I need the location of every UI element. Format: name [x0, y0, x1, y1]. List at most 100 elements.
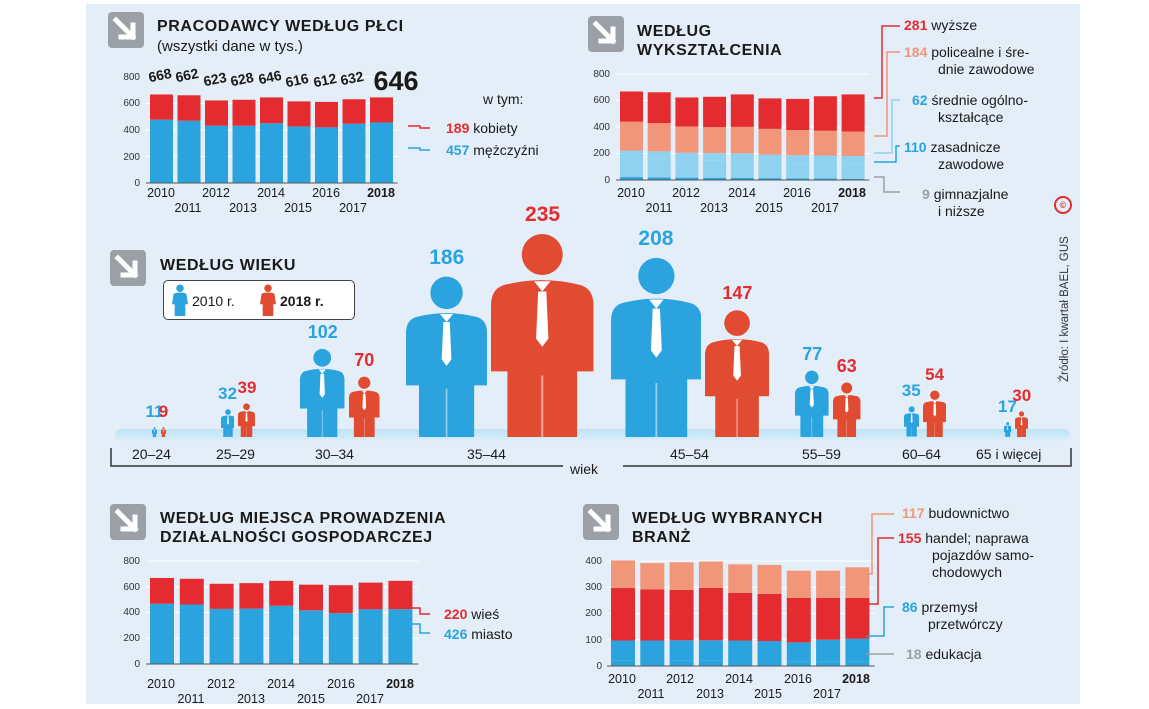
value-2010-label: 102: [307, 322, 338, 343]
bar-segment-wieś: [179, 578, 204, 605]
branch-legend-item: 155 handel; naprawa pojazdów samo-chodowy…: [898, 530, 1034, 581]
education-legend-item: 281 wyższe: [904, 17, 977, 34]
legend-label: przemysł: [921, 599, 978, 615]
bar-segment-gimnazjalne-i-niższe: [841, 178, 865, 180]
y-tick-label: 200: [593, 148, 610, 159]
bar-segment-budownictwo: [786, 570, 811, 598]
bar-segment-handel-naprawa-pojazdów-samochodowych: [845, 598, 870, 639]
value-2010-label: 186: [429, 245, 465, 269]
bar-segment-przemysł-przetwórczy: [786, 642, 811, 662]
bar-segment-zasadnicze-zawodowe: [703, 160, 727, 178]
age-group-label: 60–64: [902, 446, 941, 462]
bar-segment-średnie-ogólnokształcące: [841, 156, 865, 165]
bar-segment-zasadnicze-zawodowe: [620, 157, 643, 178]
bar-segment-edukacja: [640, 660, 665, 666]
year-label: 2010: [147, 677, 175, 691]
branch-title: WEDŁUG WYBRANYCH BRANŻ: [632, 509, 823, 547]
bar-segment-zasadnicze-zawodowe: [813, 163, 837, 179]
legend-label: kobiety: [473, 120, 518, 136]
total-label: 668: [147, 65, 173, 86]
bar-segment-przemysł-przetwórczy: [640, 640, 665, 661]
bar-segment-gimnazjalne-i-niższe: [675, 177, 699, 180]
education-legend-item: 62 średnie ogólno-kształcące: [912, 92, 1028, 126]
year-label: 2012: [672, 186, 700, 200]
bar-segment-wieś: [209, 583, 234, 609]
year-label: 2017: [339, 201, 367, 215]
bar-segment-przemysł-przetwórczy: [757, 641, 782, 662]
legend-label: dnie zawodowe: [938, 61, 1035, 77]
y-tick-label: 0: [134, 178, 140, 189]
year-label: 2011: [178, 692, 205, 706]
copyright-icon: ©: [1054, 196, 1072, 214]
legend-label: budownictwo: [928, 505, 1010, 521]
bar-segment-edukacja: [728, 661, 753, 666]
gender-subtitle: (wszystki dane w tys.): [157, 38, 303, 55]
total-label: 646: [257, 67, 283, 88]
bar-segment-wieś: [150, 577, 174, 604]
bar-segment-mężczyźni: [370, 122, 393, 183]
year-label: 2013: [700, 201, 728, 215]
bar-segment-edukacja: [786, 661, 811, 666]
year-label: 2016: [783, 186, 811, 200]
year-label: 2014: [257, 186, 285, 200]
age-group-label: 20–24: [132, 446, 171, 462]
bar-segment-średnie-ogólnokształcące: [786, 155, 810, 164]
bar-segment-miasto: [150, 603, 174, 664]
bar-segment-handel-naprawa-pojazdów-samochodowych: [611, 588, 635, 641]
bar-segment-średnie-ogólnokształcące: [813, 155, 837, 164]
bar-segment-średnie-ogólnokształcące: [703, 153, 727, 161]
year-label: 2010: [147, 186, 175, 200]
y-tick-label: 200: [123, 633, 140, 644]
branch-chart: 0 100 200 300 400 2010 2011 2012 2013 20…: [585, 556, 875, 701]
year-label: 2014: [267, 677, 295, 691]
bar-segment-średnie-ogólnokształcące: [647, 151, 671, 159]
bar-segment-policealne-i-średnie-zawodowe: [758, 128, 782, 155]
bar-segment-edukacja: [669, 660, 694, 666]
gender-legend-item: 189 kobiety: [446, 120, 518, 137]
bar-segment-kobiety: [315, 101, 338, 128]
year-label: 2017: [811, 201, 839, 215]
bar-segment-gimnazjalne-i-niższe: [620, 177, 643, 180]
place-legend-item: 220 wieś: [444, 606, 499, 623]
bar-segment-mężczyźni: [205, 125, 228, 183]
bar-segment-średnie-ogólnokształcące: [620, 150, 643, 158]
bar-segment-wieś: [239, 583, 264, 609]
legend-value: 18: [906, 646, 922, 662]
branch-legend-item: 117 budownictwo: [902, 505, 1009, 522]
education-legend-connector: [874, 25, 900, 193]
gender-title: PRACODAWCY WEDŁUG PŁCI: [157, 18, 404, 35]
value-2018-label: 30: [1012, 385, 1032, 405]
person-2010-icon: [406, 276, 488, 437]
year-label: 2011: [175, 201, 202, 215]
legend-label: miasto: [471, 626, 513, 642]
bar-segment-budownictwo: [669, 562, 694, 590]
bar-segment-zasadnicze-zawodowe: [841, 164, 865, 179]
value-2010-label: 208: [638, 226, 674, 250]
y-tick-label: 600: [593, 95, 610, 106]
year-label: 2013: [237, 692, 265, 706]
y-tick-label: 800: [123, 72, 140, 83]
bar-segment-przemysł-przetwórczy: [669, 640, 694, 661]
legend-label: zawodowe: [938, 156, 1005, 172]
person-2010-icon: [903, 406, 919, 437]
legend-label: przetwórczy: [928, 616, 1003, 632]
bar-segment-gimnazjalne-i-niższe: [703, 177, 727, 180]
value-2018-label: 63: [836, 356, 857, 377]
bar-segment-miasto: [239, 608, 264, 664]
value-2010-label: 35: [901, 381, 921, 401]
y-tick-label: 0: [604, 175, 610, 186]
bar-segment-miasto: [328, 613, 353, 664]
age-legend: 2010 r. 2018 r.: [163, 280, 355, 320]
y-tick-label: 100: [585, 635, 602, 646]
legend-value: 426: [444, 626, 468, 642]
value-2018-label: 39: [237, 377, 257, 397]
y-tick-label: 300: [585, 582, 602, 593]
year-label: 2012: [207, 677, 235, 691]
bar-segment-budownictwo: [816, 570, 841, 598]
legend-value: 110: [904, 139, 927, 155]
education-chart: 0 200 400 600 800 2010 2011 2012 2013 20…: [593, 69, 870, 215]
place-title: WEDŁUG MIEJSCA PROWADZENIA DZIAŁALNOŚCI G…: [160, 509, 446, 547]
gender-legend-item: 457 mężczyźni: [446, 142, 539, 159]
age-axis-label: wiek: [570, 461, 599, 477]
legend-value: 184: [904, 44, 928, 60]
